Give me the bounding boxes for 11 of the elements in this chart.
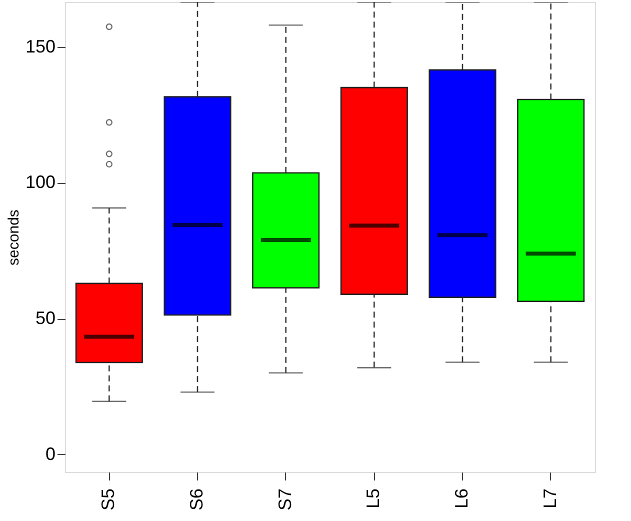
y-tick-label: 50	[35, 308, 56, 328]
y-axis-title: seconds	[5, 210, 22, 266]
y-tick-label: 0	[45, 444, 56, 464]
y-tick-label: 150	[25, 36, 56, 56]
x-tick-label: S5	[98, 488, 118, 511]
x-tick-label: L6	[452, 488, 472, 509]
x-tick-label: L5	[363, 488, 384, 509]
y-tick-label: 100	[25, 172, 56, 192]
x-tick-label: S6	[186, 488, 206, 511]
x-tick-label: L7	[540, 488, 560, 509]
x-tick-label: S7	[274, 488, 295, 511]
